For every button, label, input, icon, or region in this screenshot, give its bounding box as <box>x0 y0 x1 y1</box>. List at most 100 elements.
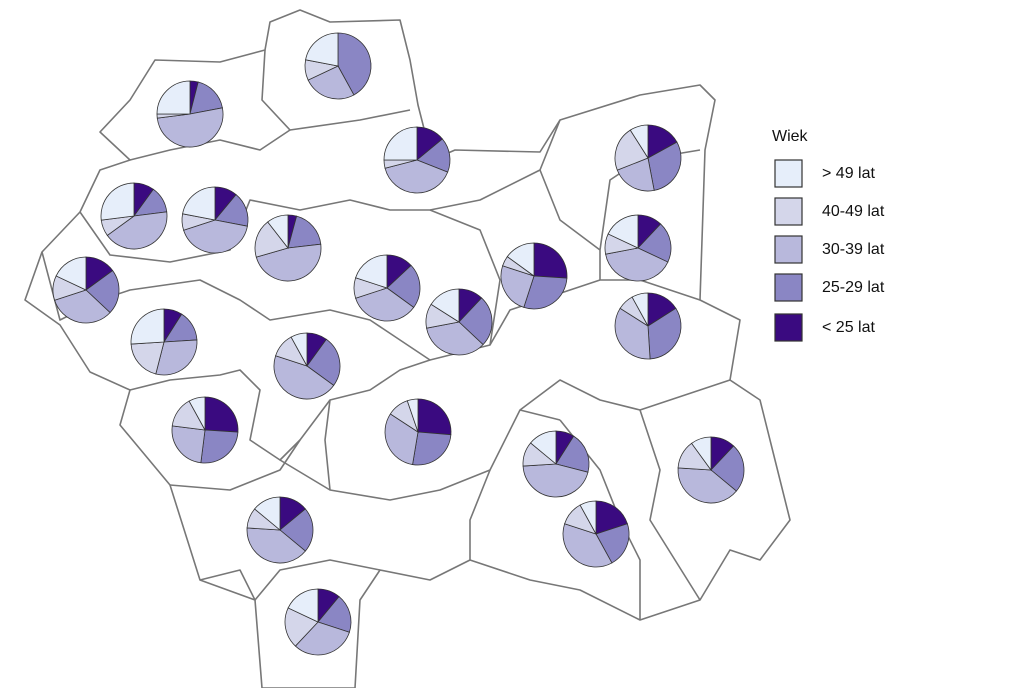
pie <box>156 80 224 148</box>
district-border <box>199 559 381 601</box>
pie-slice <box>614 307 651 360</box>
pie <box>384 398 452 466</box>
pie-slice <box>246 527 306 564</box>
pie-slice <box>290 332 308 367</box>
legend-swatch <box>774 273 803 302</box>
pie <box>171 396 239 464</box>
pie-slice <box>307 65 355 100</box>
legend-label: < 25 lat <box>822 319 875 336</box>
pie-slice <box>155 339 198 376</box>
pie-slice <box>533 242 568 279</box>
region-outline <box>24 9 791 688</box>
pie <box>254 214 322 282</box>
pie-slice <box>279 508 314 552</box>
pie <box>522 430 590 498</box>
pie-slice <box>130 308 165 345</box>
pie <box>614 124 682 192</box>
pie-slice <box>273 355 335 400</box>
pie-slice <box>287 588 319 623</box>
pie-slice <box>406 398 419 433</box>
pie <box>562 500 630 568</box>
legend-swatch <box>774 159 803 188</box>
legend-label: 30-39 lat <box>822 241 885 258</box>
pie-slice <box>355 287 415 322</box>
pie-slice <box>106 211 168 250</box>
pie-slice <box>204 396 239 433</box>
pie-slice <box>595 500 628 535</box>
pie-slice <box>287 215 322 249</box>
pie-slice <box>458 297 493 346</box>
pie <box>425 288 493 356</box>
pie <box>130 308 198 376</box>
district-border <box>129 359 431 461</box>
pie-slice <box>530 430 557 465</box>
pie-slice <box>85 270 120 314</box>
pie <box>353 254 421 322</box>
pie-layer <box>52 32 745 656</box>
pie-slice <box>412 431 452 466</box>
pie-slice <box>605 247 669 282</box>
pie <box>273 332 341 400</box>
pie <box>181 186 249 254</box>
legend-label: 40-49 lat <box>822 203 885 220</box>
pie-slice <box>183 219 248 254</box>
pie <box>604 214 672 282</box>
pie <box>383 126 451 194</box>
legend-label: > 49 lat <box>822 165 875 182</box>
pie-slice <box>595 523 630 564</box>
pie-slice <box>677 467 737 504</box>
pie-slice <box>55 256 87 291</box>
pie-slice <box>430 288 460 323</box>
pie-slice <box>188 396 206 431</box>
pie-slice <box>607 214 639 249</box>
pie-slice <box>182 186 216 221</box>
pie-slice <box>647 307 682 360</box>
pie <box>677 436 745 504</box>
pie-slice <box>305 32 339 67</box>
district-border <box>79 119 561 263</box>
pie-slice <box>171 425 206 464</box>
pie-slice <box>294 621 350 656</box>
pie-slice <box>156 107 224 148</box>
pie-slice <box>647 141 682 191</box>
pie <box>304 32 372 100</box>
pie-slice <box>631 292 649 327</box>
district-border <box>324 399 701 620</box>
pie-slice <box>267 214 289 250</box>
pie <box>246 496 314 564</box>
pie-slice <box>156 80 191 115</box>
pie-slice <box>506 242 535 277</box>
district-border <box>129 129 291 161</box>
pie-slice <box>355 254 388 289</box>
pie-slice <box>254 496 281 531</box>
pie-slice <box>306 338 341 386</box>
pie-slice <box>614 129 649 171</box>
pie-slice <box>500 265 535 308</box>
pie-slice <box>629 124 649 160</box>
pie-slice <box>383 126 418 161</box>
pie <box>100 182 168 250</box>
pie-slice <box>284 607 319 647</box>
pie-slice <box>562 523 613 568</box>
pie-slice <box>616 157 655 192</box>
pie-slice <box>426 321 484 356</box>
pie-slice <box>200 429 239 464</box>
pie-slice <box>337 32 372 96</box>
pie-slice <box>130 341 165 375</box>
pie-slice <box>637 223 672 263</box>
pie-slice <box>317 596 352 633</box>
pie-slice <box>555 435 590 473</box>
pie-slice <box>386 264 421 308</box>
pie-slice <box>523 275 568 310</box>
pie-slice <box>691 436 712 472</box>
pie-slice <box>54 289 111 324</box>
pie-slice <box>417 398 452 436</box>
pie-slice <box>100 182 135 221</box>
legend-label: 25-29 lat <box>822 279 885 296</box>
pie-slice <box>384 159 449 194</box>
pie-slice <box>255 243 322 282</box>
pie-slice <box>254 221 289 258</box>
pie <box>284 588 352 656</box>
